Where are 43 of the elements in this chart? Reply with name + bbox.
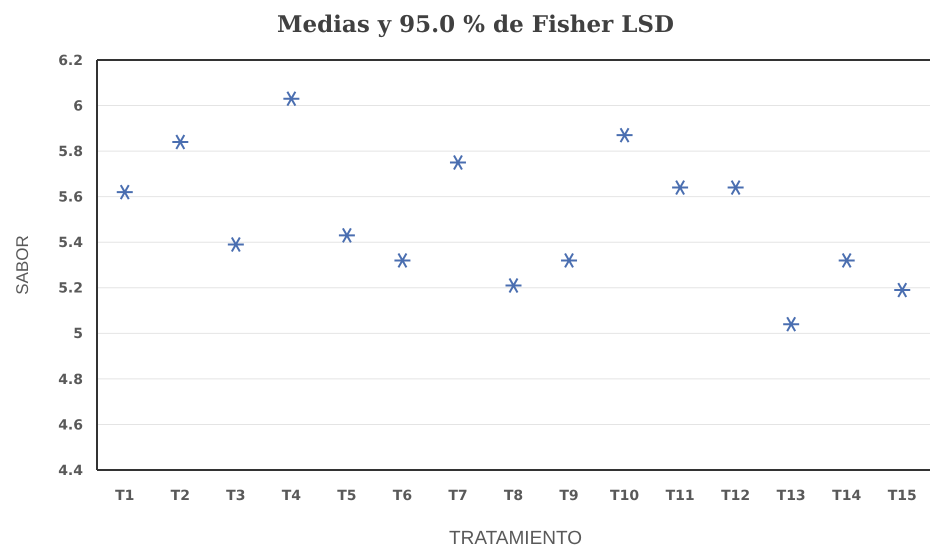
point [838, 252, 856, 268]
y-tick-label: 6.2 [58, 52, 83, 69]
x-tick-label: T7 [448, 488, 468, 504]
point [171, 134, 190, 150]
point [893, 282, 912, 298]
x-tick-label: T2 [170, 488, 190, 504]
x-tick-label: T10 [610, 488, 640, 504]
y-tick-label: 5.6 [58, 190, 83, 206]
x-tick-label: T1 [115, 488, 134, 504]
y-tick-label: 4.8 [58, 372, 83, 388]
y-tick-label: 4.4 [58, 462, 84, 479]
point [226, 236, 245, 252]
point [393, 252, 412, 268]
point [504, 278, 522, 294]
point [671, 180, 690, 196]
x-tick-label: T6 [392, 488, 412, 504]
x-tick-label: T15 [888, 488, 917, 504]
point [616, 127, 634, 144]
point [282, 90, 300, 107]
x-axis-title: TRATAMIENTO [449, 528, 582, 549]
point [726, 180, 745, 196]
y-tick-label: 5 [73, 326, 83, 342]
point [116, 184, 134, 200]
y-tick-label: 6 [73, 98, 83, 114]
point [560, 252, 578, 268]
x-tick-label: T14 [832, 488, 862, 504]
x-tick-label: T8 [504, 488, 524, 504]
x-tick-label: T3 [226, 488, 246, 504]
point [448, 154, 467, 170]
x-tick-label: T4 [282, 488, 302, 504]
x-tick-label: T5 [337, 488, 357, 504]
chart-title: Medias y 95.0 % de Fisher LSD [277, 11, 674, 38]
y-axis-title: SABOR [13, 235, 32, 295]
x-tick-label: T12 [721, 488, 750, 504]
point [338, 227, 356, 244]
x-tick-label: T11 [666, 488, 695, 504]
y-tick-label: 5.4 [58, 235, 84, 252]
point [782, 316, 800, 332]
x-tick-label: T9 [559, 488, 579, 504]
y-tick-label: 5.8 [58, 144, 83, 160]
y-tick-label: 5.2 [58, 280, 83, 297]
x-tick-label: T13 [776, 488, 806, 504]
y-tick-label: 4.6 [58, 417, 83, 434]
